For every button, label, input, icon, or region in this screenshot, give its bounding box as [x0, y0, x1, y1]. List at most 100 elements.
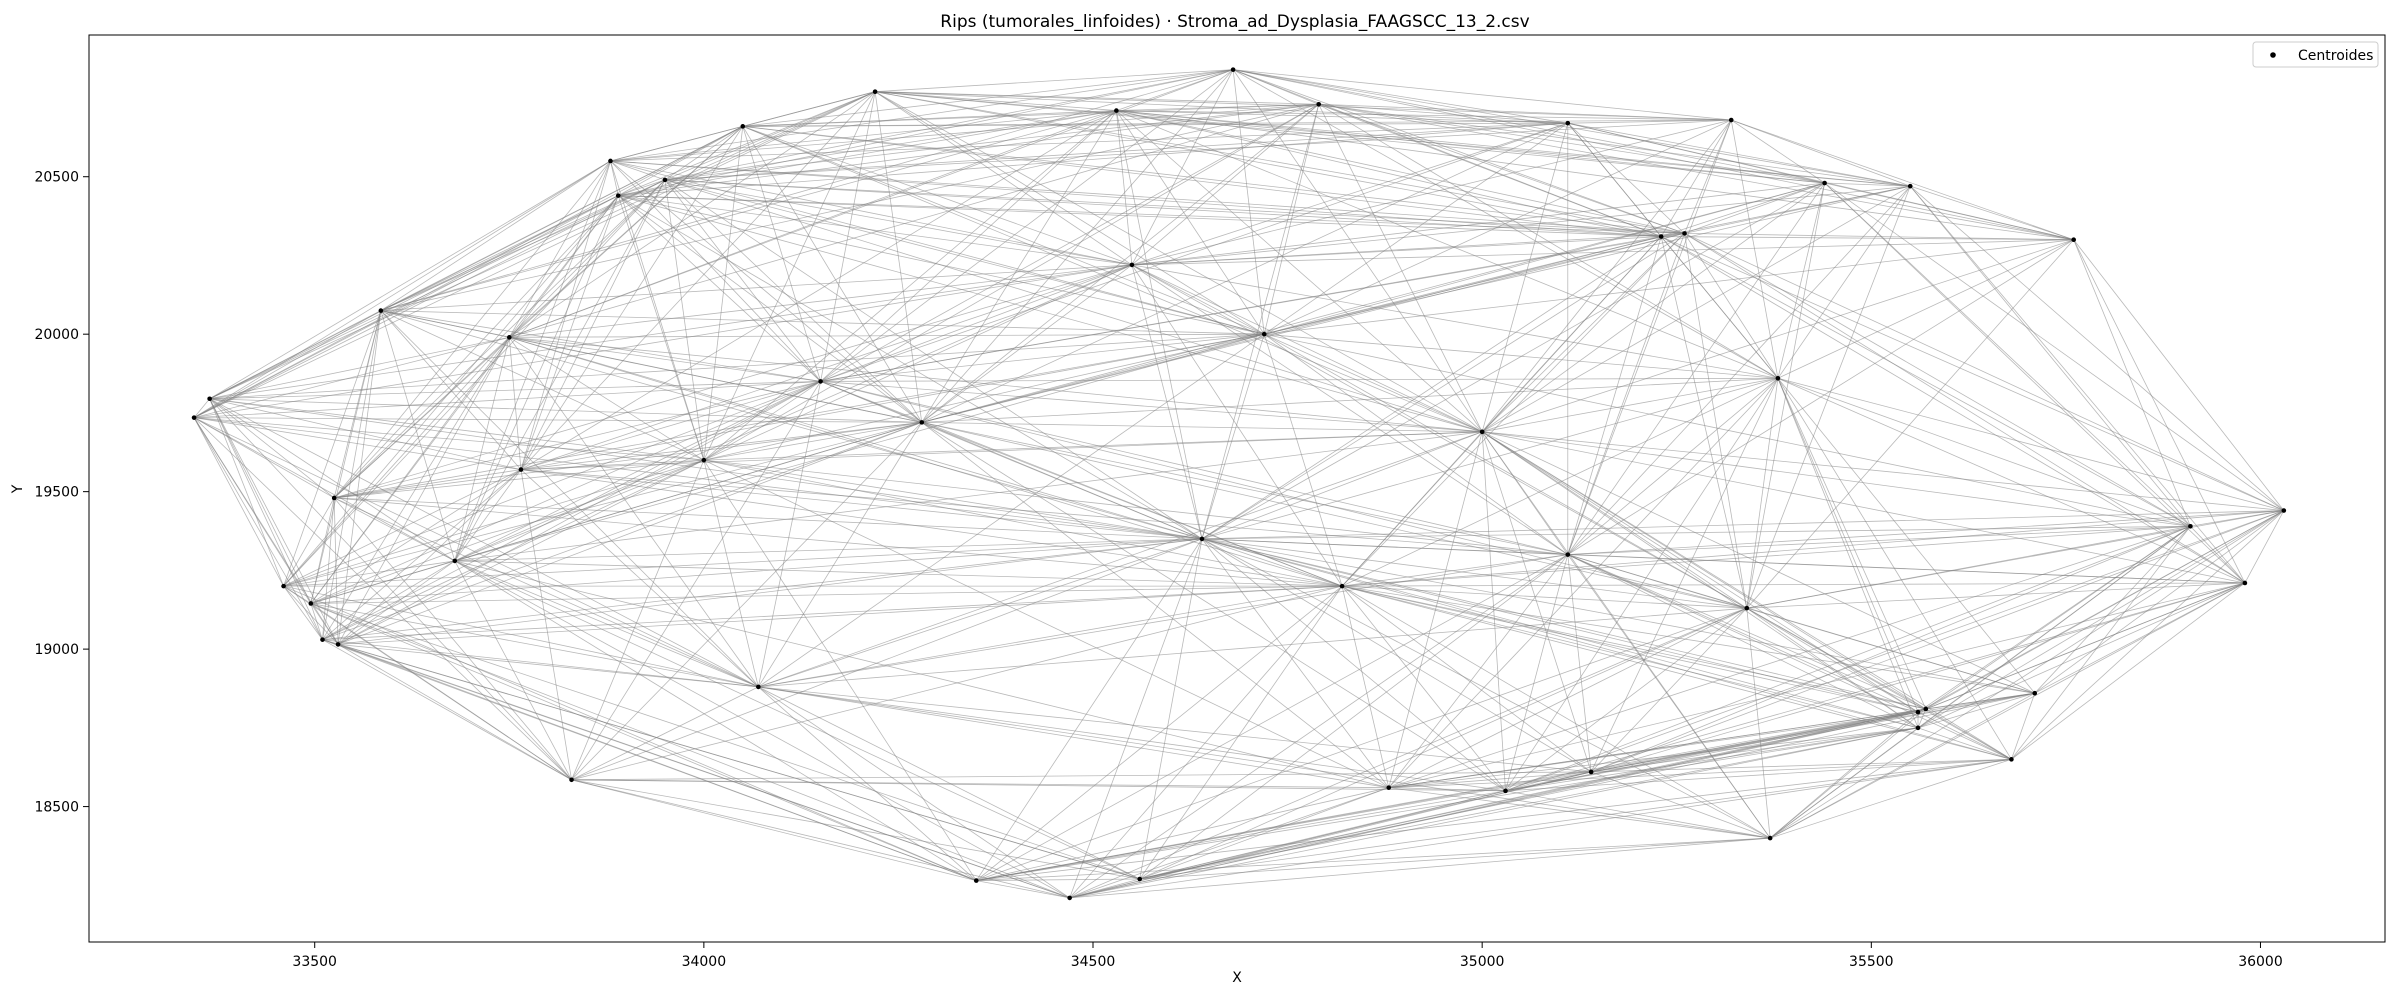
- rips-edge: [1201, 538, 2035, 694]
- rips-edge: [337, 644, 572, 781]
- rips-edge: [1341, 233, 1685, 587]
- rips-edge: [1824, 182, 1911, 187]
- rips-edge: [758, 431, 1483, 688]
- rips-edge: [1746, 608, 1771, 839]
- rips-edge: [310, 585, 1343, 604]
- rips-edge: [322, 639, 759, 688]
- rips-edge: [520, 469, 759, 688]
- rips-edge: [758, 554, 1568, 688]
- rips-edge: [333, 497, 455, 562]
- rips-edge: [334, 381, 821, 499]
- rips-edge: [703, 91, 876, 461]
- rips-edge: [1505, 525, 2191, 792]
- rips-edge: [1341, 586, 1390, 788]
- legend-label: Centroides: [2298, 48, 2373, 64]
- rips-edge: [571, 779, 1506, 792]
- rips-edge: [1388, 787, 1506, 792]
- rips-edge: [571, 779, 977, 881]
- rips-edge: [1131, 233, 1685, 266]
- centroid-point: [1744, 605, 1750, 611]
- rips-edge: [1770, 758, 2012, 839]
- centroid-point: [2071, 237, 2076, 243]
- rips-edge: [758, 422, 923, 688]
- rips-edge: [1777, 377, 2246, 584]
- rips-edge: [1233, 69, 1732, 121]
- rips-edge: [1591, 758, 2012, 773]
- centroid-point: [1479, 429, 1485, 435]
- rips-edge: [1769, 708, 1927, 839]
- rips-edge: [1505, 607, 1748, 792]
- rips-edge: [1233, 69, 2074, 241]
- rips-edge: [1660, 236, 2246, 584]
- rips-edge: [1481, 236, 1662, 433]
- centroid-point: [1822, 180, 1827, 186]
- centroid-point: [569, 777, 574, 783]
- rips-edge: [618, 122, 1568, 197]
- rips-edge: [976, 554, 1568, 881]
- rips-edge: [1201, 182, 1825, 540]
- centroid-point: [919, 420, 925, 425]
- rips-edge: [1917, 711, 2012, 760]
- rips-edge: [1482, 431, 2245, 584]
- centroid-point: [872, 89, 878, 94]
- rips-edge: [1505, 510, 2284, 792]
- rips-edge: [1264, 119, 1732, 335]
- rips-edge: [1341, 585, 1919, 729]
- rips-edge: [975, 538, 1203, 881]
- rips-edge: [310, 538, 1203, 604]
- rips-edge: [338, 585, 1343, 645]
- legend-marker: [2270, 52, 2276, 58]
- rips-edge: [1388, 554, 1569, 788]
- centroid-point: [2281, 508, 2287, 513]
- rips-edge: [1482, 431, 2284, 511]
- rips-edge: [520, 160, 611, 470]
- rips-edge: [509, 126, 744, 338]
- rips-edge: [1746, 607, 1919, 713]
- rips-edge: [334, 497, 1343, 587]
- rips-edge: [921, 122, 1568, 423]
- rips-edge: [337, 469, 522, 645]
- centroid-point: [1588, 769, 1594, 775]
- rips-edge: [1746, 186, 1911, 609]
- rips-edge: [875, 91, 1685, 234]
- rips-edge: [976, 787, 1389, 881]
- rips-edge: [310, 195, 619, 604]
- rips-edge: [2034, 510, 2285, 694]
- rips-edge: [1567, 510, 2284, 556]
- rips-edge: [874, 91, 1133, 266]
- y-axis-label: Y: [10, 484, 26, 494]
- rips-edge: [1567, 182, 1825, 555]
- rips-edge: [1917, 708, 1927, 728]
- rips-edge: [1201, 510, 2284, 540]
- centroid-point: [1907, 183, 1913, 189]
- rips-edge: [1131, 122, 1568, 266]
- rips-edge: [337, 337, 510, 645]
- rips-edge: [703, 459, 1568, 556]
- rips-edge: [1567, 554, 2245, 584]
- rips-edge: [520, 381, 821, 470]
- rips-edge: [380, 195, 619, 311]
- rips-edge: [1505, 378, 1779, 792]
- centroid-point: [518, 467, 524, 472]
- rips-edge: [1341, 585, 1506, 792]
- rips-edge: [742, 125, 1662, 237]
- rips-edge: [618, 195, 923, 423]
- rips-edge: [334, 497, 1202, 540]
- rips-edge: [333, 310, 382, 499]
- rips-edge: [1318, 103, 1568, 124]
- rips-edge: [1318, 103, 1685, 234]
- rips-edge: [921, 233, 1685, 423]
- centroid-point: [1261, 331, 1267, 337]
- centroid-point: [1386, 785, 1392, 790]
- rips-edge: [758, 585, 1343, 688]
- rips-edge: [1661, 236, 2284, 511]
- rips-edge: [921, 236, 1662, 423]
- rips-edge: [1341, 585, 1919, 713]
- rips-edge: [610, 160, 619, 196]
- rips-edge: [310, 459, 704, 604]
- rips-edge: [1590, 378, 1779, 773]
- rips-edge: [1590, 525, 2191, 773]
- rips-edge: [283, 585, 323, 640]
- rips-edge: [1684, 233, 2191, 527]
- rips-edge: [571, 422, 923, 781]
